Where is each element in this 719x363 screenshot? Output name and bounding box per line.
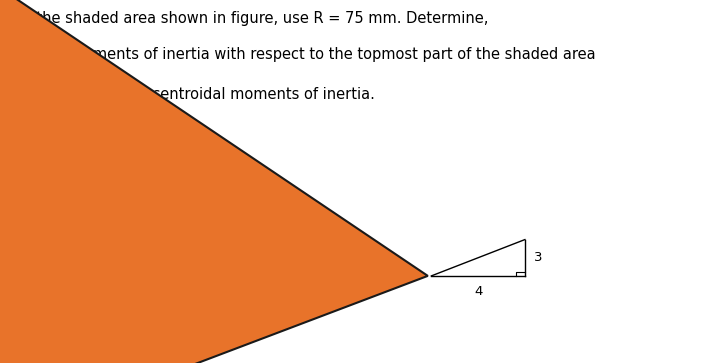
Polygon shape	[0, 0, 428, 363]
Text: For the shaded area shown in figure, use R = 75 mm. Determine,: For the shaded area shown in figure, use…	[9, 11, 488, 26]
Text: 4: 4	[474, 285, 482, 298]
Text: a.  the moments of inertia with respect to the topmost part of the shaded area: a. the moments of inertia with respect t…	[18, 47, 595, 62]
Text: b.  Determine the centroidal moments of inertia.: b. Determine the centroidal moments of i…	[18, 87, 375, 102]
Text: 3: 3	[533, 251, 542, 264]
